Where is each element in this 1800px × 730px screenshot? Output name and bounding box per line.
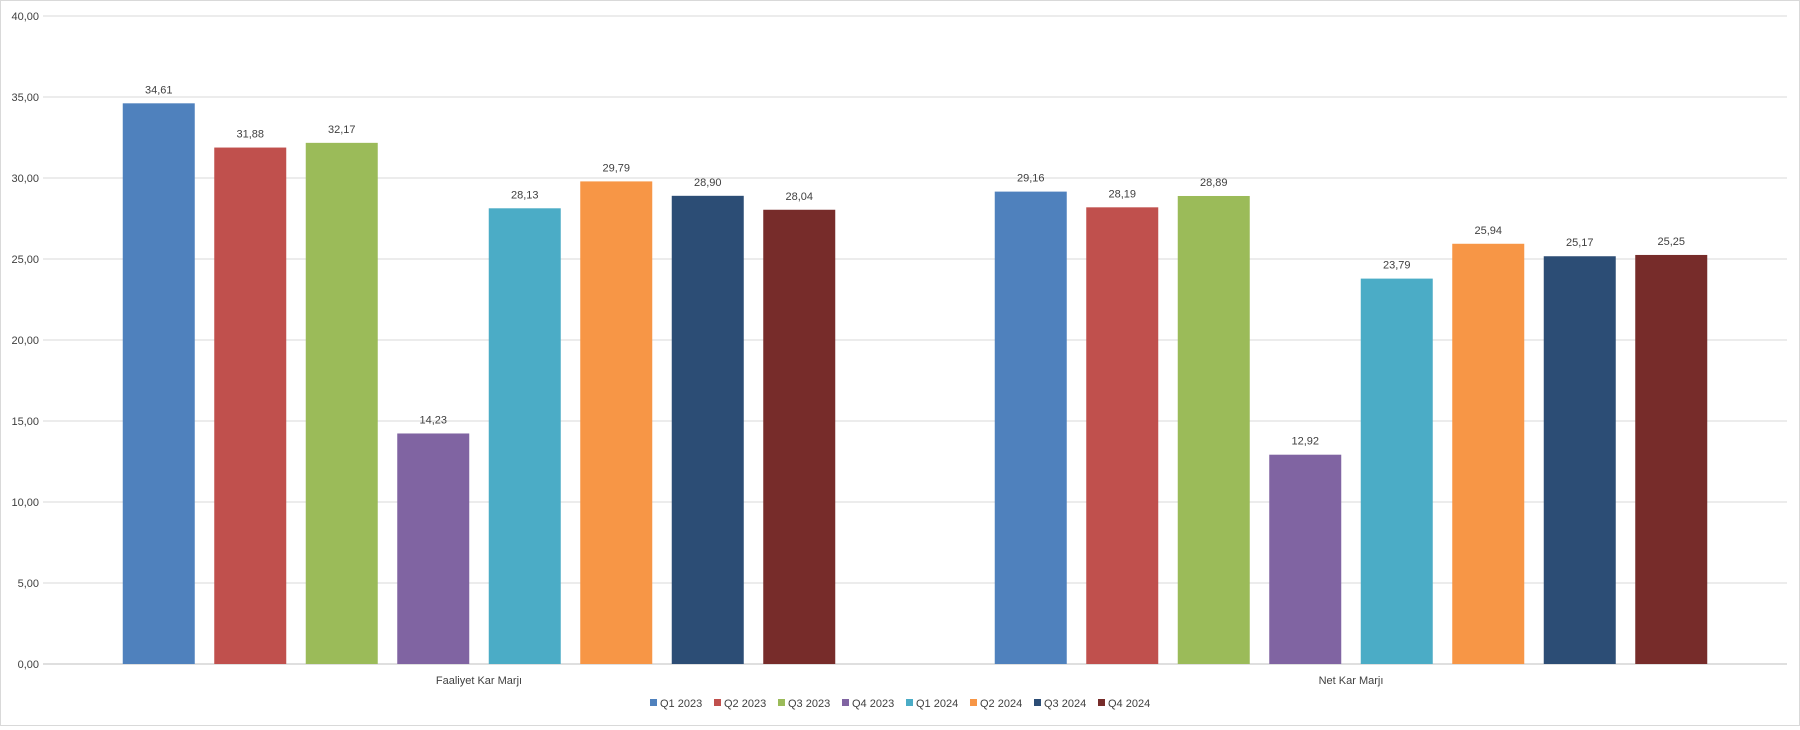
data-label: 25,17: [1566, 237, 1594, 249]
legend-label: Q4 2023: [852, 698, 894, 710]
bar: [994, 191, 1067, 664]
data-label: 31,88: [236, 129, 264, 141]
legend-label: Q3 2023: [788, 698, 830, 710]
bar: [397, 433, 470, 664]
legend-swatch: [1098, 699, 1105, 706]
data-label: 29,16: [1017, 173, 1045, 185]
data-label: 12,92: [1291, 436, 1319, 448]
data-labels: 34,61 31,88 32,17 14,23 28,13 29,79 28,90 28,04…: [145, 84, 1685, 447]
bar: [1086, 207, 1159, 664]
legend-swatch: [842, 699, 849, 706]
bar: [671, 195, 744, 664]
data-label: 28,19: [1108, 188, 1136, 200]
y-tick-label: 40,00: [11, 11, 39, 23]
legend-label: Q1 2024: [916, 698, 958, 710]
bar: [488, 208, 561, 664]
category-label: Net Kar Marjı: [1319, 675, 1384, 687]
category-labels: Faaliyet Kar Marjı Net Kar Marjı: [436, 675, 1384, 687]
bar: [1269, 454, 1342, 664]
legend-swatch: [906, 699, 913, 706]
bar: [1360, 278, 1433, 664]
bar: [1177, 195, 1250, 664]
bar: [1635, 254, 1708, 664]
y-tick-label: 10,00: [11, 497, 39, 509]
bar: [305, 142, 378, 664]
legend-swatch: [714, 699, 721, 706]
y-tick-label: 5,00: [18, 578, 39, 590]
data-label: 28,04: [785, 191, 813, 203]
y-tick-label: 25,00: [11, 254, 39, 266]
bars: [122, 103, 1708, 665]
y-tick-label: 15,00: [11, 416, 39, 428]
data-label: 25,94: [1474, 225, 1502, 237]
bar: [1543, 256, 1616, 664]
legend-label: Q3 2024: [1044, 698, 1086, 710]
bar: [122, 103, 195, 665]
legend: Q1 2023 Q2 2023 Q3 2023 Q4 2023 Q1 2024 Q2 20…: [650, 698, 1150, 710]
data-label: 32,17: [328, 124, 356, 136]
bar: [214, 147, 287, 664]
data-label: 34,61: [145, 84, 173, 96]
bar: [1452, 243, 1525, 664]
y-tick-label: 0,00: [18, 659, 39, 671]
data-label: 28,90: [694, 177, 722, 189]
legend-swatch: [970, 699, 977, 706]
legend-swatch: [650, 699, 657, 706]
legend-label: Q4 2024: [1108, 698, 1150, 710]
data-label: 29,79: [602, 162, 630, 174]
category-label: Faaliyet Kar Marjı: [436, 675, 522, 687]
data-label: 25,25: [1657, 236, 1685, 248]
data-label: 28,89: [1200, 177, 1228, 189]
legend-label: Q2 2023: [724, 698, 766, 710]
legend-swatch: [778, 699, 785, 706]
y-tick-label: 20,00: [11, 335, 39, 347]
data-label: 23,79: [1383, 260, 1411, 272]
legend-label: Q1 2023: [660, 698, 702, 710]
y-tick-label: 35,00: [11, 92, 39, 104]
bar: [763, 209, 836, 664]
gridlines: [43, 15, 1787, 665]
y-tick-label: 30,00: [11, 173, 39, 185]
bar: [580, 181, 653, 665]
legend-swatch: [1034, 699, 1041, 706]
data-label: 28,13: [511, 189, 539, 201]
legend-label: Q2 2024: [980, 698, 1022, 710]
y-axis-ticks: 0,00 5,00 10,00 15,00 20,00 25,00 30,00 35,00 40…: [11, 11, 39, 671]
data-label: 14,23: [419, 414, 447, 426]
